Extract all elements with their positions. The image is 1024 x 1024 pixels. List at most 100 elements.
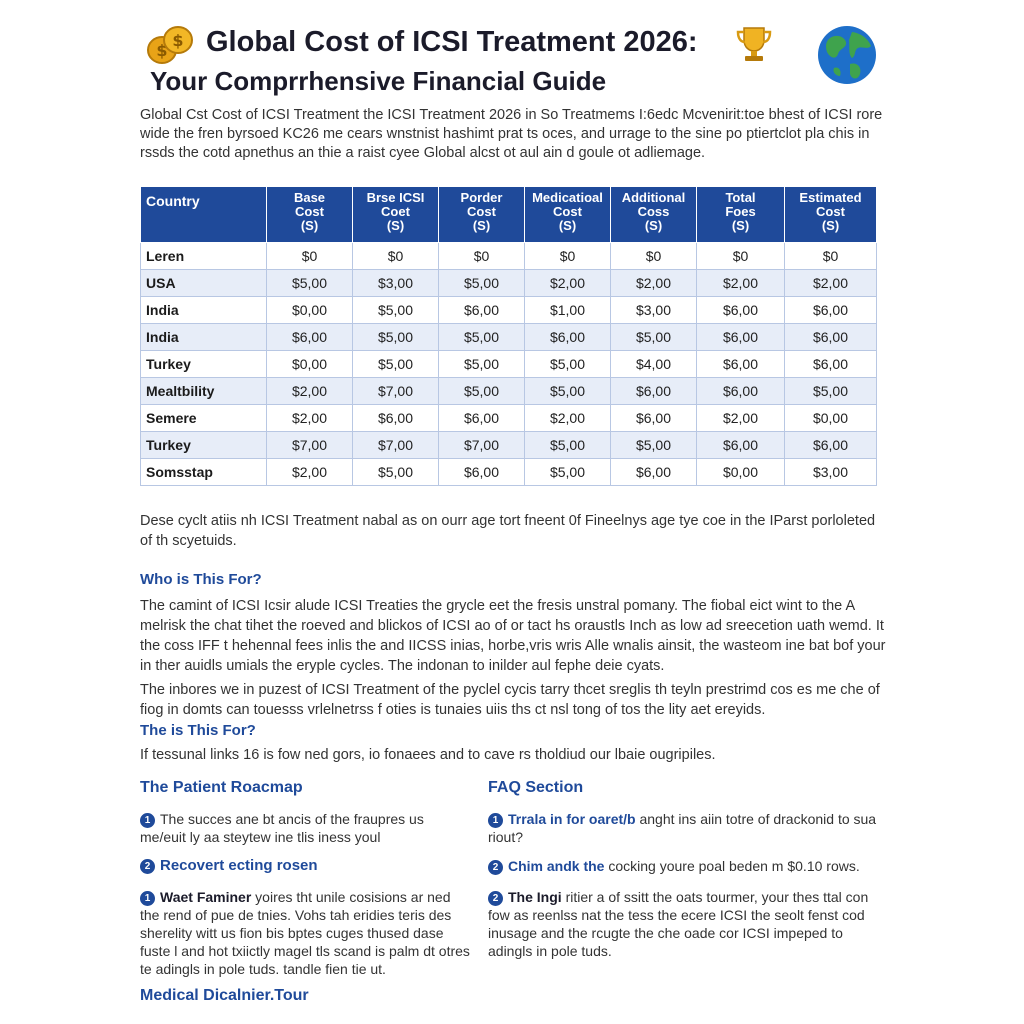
faq-item-2-title: Chim andk the bbox=[508, 858, 605, 874]
country-cell: Turkey bbox=[140, 431, 267, 459]
cost-cell: $3,00 bbox=[610, 296, 697, 324]
cost-cell: $5,00 bbox=[524, 350, 611, 378]
cost-cell: $5,00 bbox=[610, 323, 697, 351]
number-badge: 2 bbox=[488, 891, 503, 906]
cost-cell: $6,00 bbox=[610, 458, 697, 486]
column-header-text: Estimated bbox=[799, 190, 862, 205]
cost-cell: $5,00 bbox=[610, 431, 697, 459]
cost-cell: $5,00 bbox=[524, 431, 611, 459]
column-header-text: (S) bbox=[644, 218, 663, 233]
column-header-text: (S) bbox=[472, 218, 491, 233]
cost-cell: $0 bbox=[524, 242, 611, 270]
cost-cell: $0 bbox=[610, 242, 697, 270]
cost-cell: $6,00 bbox=[696, 377, 785, 405]
cost-cell: $7,00 bbox=[266, 431, 353, 459]
number-badge: 1 bbox=[140, 813, 155, 828]
table-row: Leren $0 $0 $0 $0 $0 $0 $0 bbox=[140, 242, 877, 270]
country-cell: USA bbox=[140, 269, 267, 297]
cost-cell: $7,00 bbox=[352, 377, 439, 405]
country-cell: Leren bbox=[140, 242, 267, 270]
cost-cell: $6,00 bbox=[696, 323, 785, 351]
cost-cell: $6,00 bbox=[784, 323, 877, 351]
column-header-text: Coss bbox=[637, 204, 670, 219]
table-row: USA $5,00 $3,00 $5,00 $2,00 $2,00 $2,00 $2,00 bbox=[140, 269, 877, 297]
cost-cell: $5,00 bbox=[524, 377, 611, 405]
column-header-text: Additional bbox=[621, 190, 686, 205]
number-badge: 2 bbox=[488, 860, 503, 875]
column-header: Base Cost (S) bbox=[266, 186, 353, 243]
column-header: Additional Coss (S) bbox=[610, 186, 697, 243]
cost-cell: $2,00 bbox=[784, 269, 877, 297]
column-header-text: (S) bbox=[731, 218, 750, 233]
cost-cell: $6,00 bbox=[610, 377, 697, 405]
cost-cell: $5,00 bbox=[352, 323, 439, 351]
cost-cell: $6,00 bbox=[438, 404, 525, 432]
cost-cell: $0 bbox=[266, 242, 353, 270]
roadmap-item-1-text: The succes ane bt ancis of the fraupres … bbox=[140, 811, 424, 845]
coins-icon: $ $ bbox=[147, 26, 193, 64]
country-cell: India bbox=[140, 296, 267, 324]
number-badge: 1 bbox=[488, 813, 503, 828]
roadmap-item-3: 1 Waet Faminer yoires tht unile cosisions… bbox=[140, 888, 470, 978]
cost-cell: $5,00 bbox=[438, 350, 525, 378]
column-header: Porder Cost (S) bbox=[438, 186, 525, 243]
footer-brand: Medical Dicalnier.Tour bbox=[140, 987, 309, 1004]
cost-cell: $6,00 bbox=[784, 431, 877, 459]
number-badge: 1 bbox=[140, 891, 155, 906]
column-header-text: (S) bbox=[300, 218, 319, 233]
column-header: Total Foes (S) bbox=[696, 186, 785, 243]
faq-item-2-text: cocking youre poal beden m $0.10 rows. bbox=[608, 858, 860, 874]
cost-cell: $6,00 bbox=[438, 296, 525, 324]
cost-cell: $3,00 bbox=[784, 458, 877, 486]
cost-cell: $3,00 bbox=[352, 269, 439, 297]
faq-item-1: 1 Trrala in for oaret/b anght ins aiin to… bbox=[488, 810, 880, 846]
table-row: Turkey $7,00 $7,00 $7,00 $5,00 $5,00 $6,00 $6,0… bbox=[140, 431, 877, 459]
cost-cell: $2,00 bbox=[266, 458, 353, 486]
cost-cell: $0,00 bbox=[266, 350, 353, 378]
column-header: Country bbox=[140, 186, 267, 243]
cost-cell: $6,00 bbox=[696, 431, 785, 459]
table-row: India $6,00 $5,00 $5,00 $6,00 $5,00 $6,00 $6,00 bbox=[140, 323, 877, 351]
faq-item-1-text: anght ins aiin totre of drackonid to sua… bbox=[488, 811, 877, 845]
column-header-text: Cost bbox=[553, 204, 582, 219]
cost-cell: $6,00 bbox=[524, 323, 611, 351]
faq-heading: FAQ Section bbox=[488, 779, 584, 796]
roadmap-item-3-title: Waet Faminer bbox=[160, 889, 252, 905]
cost-cell: $5,00 bbox=[352, 296, 439, 324]
country-cell: Turkey bbox=[140, 350, 267, 378]
faq-item-3-title: The Ingi bbox=[508, 889, 562, 905]
column-header-text: Country bbox=[146, 193, 200, 209]
cost-cell: $5,00 bbox=[352, 350, 439, 378]
cost-cell: $6,00 bbox=[352, 404, 439, 432]
column-header-text: Base bbox=[293, 190, 326, 205]
column-header-text: Coet bbox=[381, 204, 410, 219]
cost-cell: $5,00 bbox=[352, 458, 439, 486]
country-cell: Somsstap bbox=[140, 458, 267, 486]
cost-cell: $4,00 bbox=[610, 350, 697, 378]
table-body: Leren $0 $0 $0 $0 $0 $0 $0 USA $5,00 $3,00 $5,00 $2,… bbox=[140, 242, 877, 486]
cost-cell: $6,00 bbox=[266, 323, 353, 351]
cost-cell: $0 bbox=[784, 242, 877, 270]
the-heading: The is This For? bbox=[140, 722, 256, 739]
roadmap-item-3-text: yoires tht unile cosisions ar ned the re… bbox=[140, 889, 470, 977]
column-header-text: Cost bbox=[816, 204, 845, 219]
cost-cell: $7,00 bbox=[352, 431, 439, 459]
cost-cell: $0,00 bbox=[696, 458, 785, 486]
cost-cell: $5,00 bbox=[438, 269, 525, 297]
cost-cell: $5,00 bbox=[438, 323, 525, 351]
cost-cell: $2,00 bbox=[610, 269, 697, 297]
cost-cell: $2,00 bbox=[266, 404, 353, 432]
table-row: Somsstap $2,00 $5,00 $6,00 $5,00 $6,00 $0,00 $3… bbox=[140, 458, 877, 486]
column-header-text: (S) bbox=[558, 218, 577, 233]
column-header: Medicatioal Cost (S) bbox=[524, 186, 611, 243]
cost-cell: $2,00 bbox=[266, 377, 353, 405]
cost-cell: $0,00 bbox=[784, 404, 877, 432]
roadmap-heading: The Patient Roacmap bbox=[140, 779, 303, 796]
cost-cell: $7,00 bbox=[438, 431, 525, 459]
column-header-text: (S) bbox=[821, 218, 840, 233]
faq-item-3: 2 The Ingi ritier a of ssitt the oats tou… bbox=[488, 888, 880, 960]
country-cell: Mealtbility bbox=[140, 377, 267, 405]
cost-table: Country Base Cost (S) Brse ICSI Coet (S) Porder… bbox=[140, 186, 877, 486]
cost-cell: $6,00 bbox=[610, 404, 697, 432]
cost-cell: $0 bbox=[696, 242, 785, 270]
